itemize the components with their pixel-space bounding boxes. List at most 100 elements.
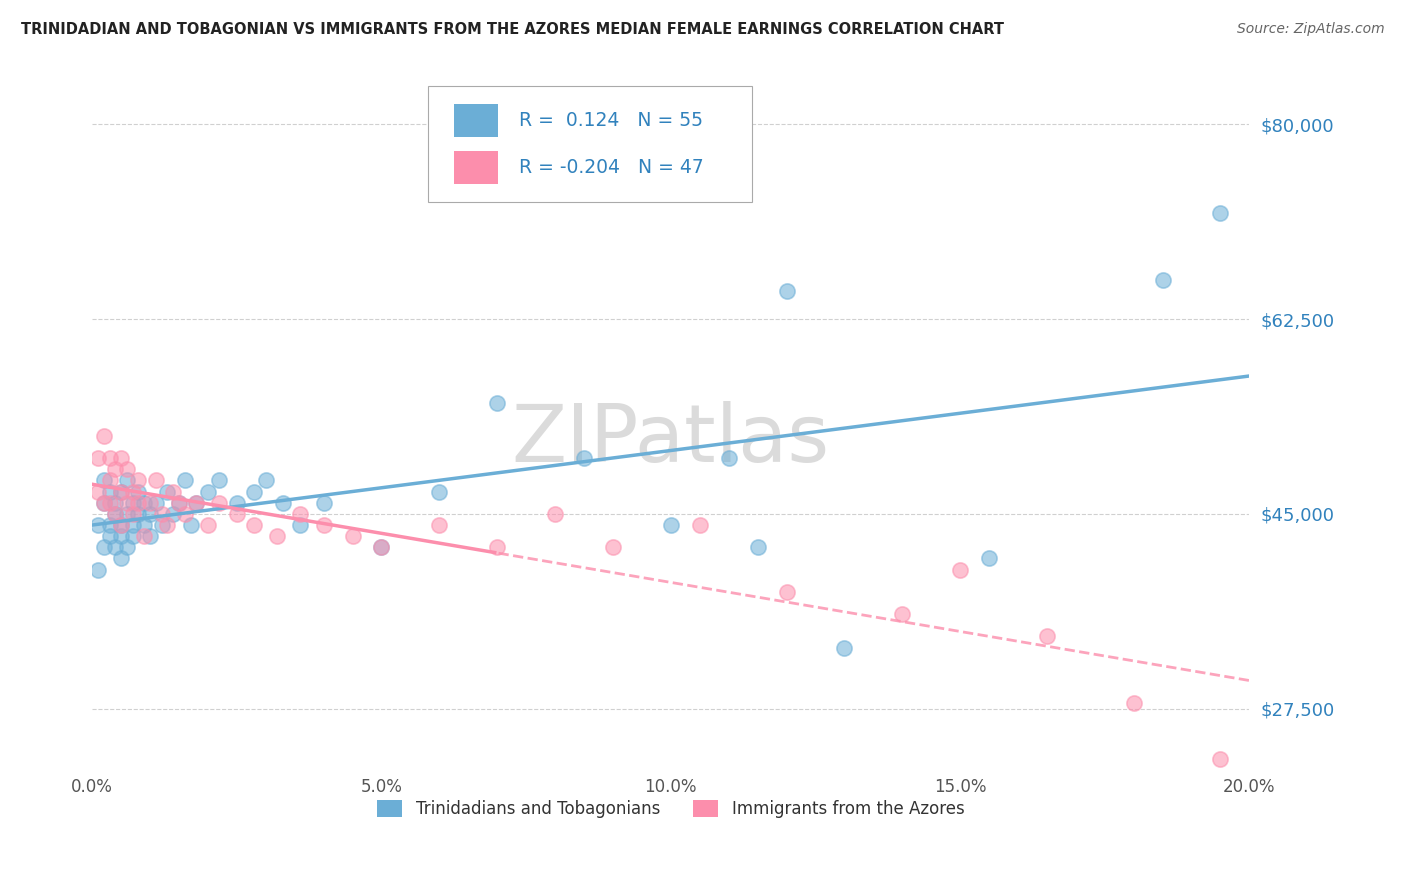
Point — [949, 563, 972, 577]
Point — [156, 484, 179, 499]
Point — [427, 518, 450, 533]
Point — [104, 496, 127, 510]
Point — [110, 551, 132, 566]
Point — [208, 496, 231, 510]
Point — [104, 541, 127, 555]
Point — [134, 529, 156, 543]
Point — [115, 541, 138, 555]
Point — [93, 429, 115, 443]
Point — [121, 484, 143, 499]
Point — [98, 529, 121, 543]
Point — [87, 451, 110, 466]
Point — [290, 507, 312, 521]
Point — [370, 541, 392, 555]
Point — [225, 496, 247, 510]
Point — [775, 585, 797, 599]
Point — [1209, 752, 1232, 766]
Point — [1036, 629, 1059, 643]
Point — [87, 563, 110, 577]
Point — [370, 541, 392, 555]
Point — [145, 496, 167, 510]
Point — [110, 451, 132, 466]
Point — [208, 474, 231, 488]
Point — [225, 507, 247, 521]
Point — [834, 640, 856, 655]
Point — [167, 496, 190, 510]
Point — [93, 541, 115, 555]
Point — [110, 484, 132, 499]
Point — [87, 518, 110, 533]
FancyBboxPatch shape — [427, 86, 752, 202]
Point — [659, 518, 682, 533]
Point — [115, 507, 138, 521]
Point — [121, 518, 143, 533]
Point — [342, 529, 364, 543]
Point — [486, 541, 509, 555]
Point — [173, 507, 195, 521]
Point — [121, 496, 143, 510]
Point — [891, 607, 914, 621]
Text: Source: ZipAtlas.com: Source: ZipAtlas.com — [1237, 22, 1385, 37]
Point — [127, 496, 149, 510]
Point — [104, 507, 127, 521]
Point — [180, 518, 202, 533]
Point — [115, 474, 138, 488]
Point — [127, 484, 149, 499]
Point — [93, 474, 115, 488]
Point — [312, 496, 335, 510]
Point — [197, 484, 219, 499]
Point — [312, 518, 335, 533]
Point — [162, 507, 184, 521]
Point — [110, 484, 132, 499]
Point — [127, 474, 149, 488]
Point — [186, 496, 208, 510]
Point — [110, 518, 132, 533]
Point — [1209, 206, 1232, 220]
Bar — [454, 151, 498, 185]
Point — [977, 551, 1000, 566]
Point — [115, 496, 138, 510]
Point — [98, 518, 121, 533]
Point — [290, 518, 312, 533]
Point — [98, 496, 121, 510]
Point — [104, 462, 127, 476]
Text: R = -0.204   N = 47: R = -0.204 N = 47 — [519, 158, 704, 177]
Point — [156, 518, 179, 533]
Point — [266, 529, 288, 543]
Point — [98, 474, 121, 488]
Point — [747, 541, 769, 555]
Point — [134, 496, 156, 510]
Point — [167, 496, 190, 510]
Point — [93, 496, 115, 510]
Point — [104, 507, 127, 521]
Point — [197, 518, 219, 533]
Text: ZIPatlas: ZIPatlas — [512, 401, 830, 479]
Point — [121, 507, 143, 521]
Point — [544, 507, 567, 521]
Point — [110, 518, 132, 533]
Point — [186, 496, 208, 510]
Point — [134, 518, 156, 533]
Point — [162, 484, 184, 499]
Point — [139, 507, 162, 521]
Point — [775, 284, 797, 298]
Text: TRINIDADIAN AND TOBAGONIAN VS IMMIGRANTS FROM THE AZORES MEDIAN FEMALE EARNINGS : TRINIDADIAN AND TOBAGONIAN VS IMMIGRANTS… — [21, 22, 1004, 37]
Point — [271, 496, 294, 510]
Point — [1152, 273, 1174, 287]
Point — [98, 484, 121, 499]
Point — [139, 496, 162, 510]
Point — [243, 518, 266, 533]
Point — [98, 451, 121, 466]
Text: R =  0.124   N = 55: R = 0.124 N = 55 — [519, 111, 703, 130]
Point — [572, 451, 595, 466]
Point — [173, 474, 195, 488]
Point — [139, 529, 162, 543]
Point — [145, 474, 167, 488]
Point — [87, 484, 110, 499]
Point — [150, 518, 173, 533]
Point — [689, 518, 711, 533]
Point — [243, 484, 266, 499]
Point — [127, 507, 149, 521]
Point — [121, 529, 143, 543]
Point — [93, 496, 115, 510]
